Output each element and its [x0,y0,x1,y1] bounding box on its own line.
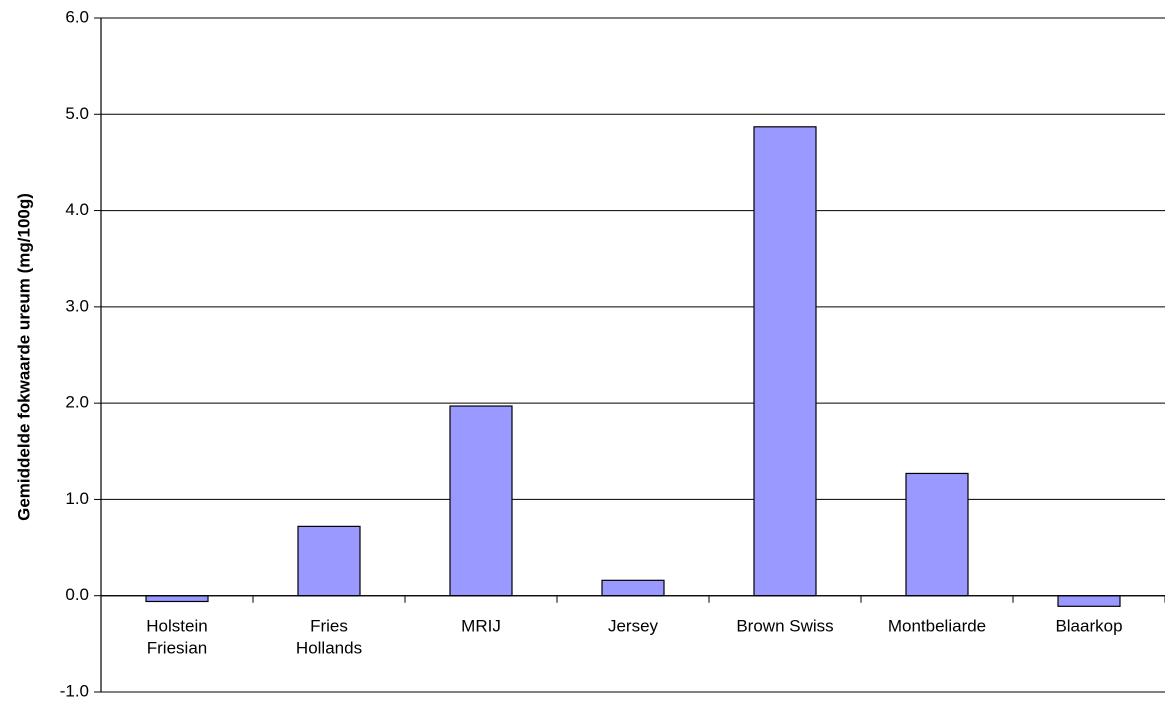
bar [449,405,513,597]
category-label: Montbeliarde [888,617,986,636]
bar [145,595,209,603]
y-tick-label: -1.0 [60,681,89,700]
bars [145,126,1121,607]
category-label: Brown Swiss [736,617,833,636]
axes [94,17,1165,693]
bar [753,126,817,597]
category-label-line: Brown Swiss [736,617,833,636]
bar [601,579,665,597]
category-label-line: Friesian [147,639,207,658]
category-label-line: Montbeliarde [888,617,986,636]
category-label-line: Blaarkop [1055,617,1122,636]
category-label: MRIJ [461,617,501,636]
category-label-line: Hollands [296,639,362,658]
y-tick-label: 2.0 [65,393,89,412]
y-tick-label: 5.0 [65,104,89,123]
category-label-line: Jersey [608,617,659,636]
bar [905,472,969,597]
y-tick-label: 0.0 [65,585,89,604]
bar [297,525,361,597]
y-axis-title: Gemiddelde fokwaarde ureum (mg/100g) [14,193,33,521]
category-label-line: Fries [310,617,348,636]
y-tick-labels: -1.0 0.0 1.0 2.0 3.0 4.0 5.0 6.0 [60,7,89,700]
bar [1057,595,1121,607]
category-label: Blaarkop [1055,617,1122,636]
y-tick-label: 4.0 [65,200,89,219]
category-label: Fries Hollands [296,617,362,658]
category-label-line: MRIJ [461,617,501,636]
y-tick-label: 6.0 [65,7,89,26]
category-label: Holstein Friesian [146,617,207,658]
category-labels: Holstein Friesian Fries Hollands MRIJ Jersey B… [146,617,1122,658]
category-label: Jersey [608,617,659,636]
category-label-line: Holstein [146,617,207,636]
y-tick-label: 1.0 [65,489,89,508]
y-tick-label: 3.0 [65,296,89,315]
